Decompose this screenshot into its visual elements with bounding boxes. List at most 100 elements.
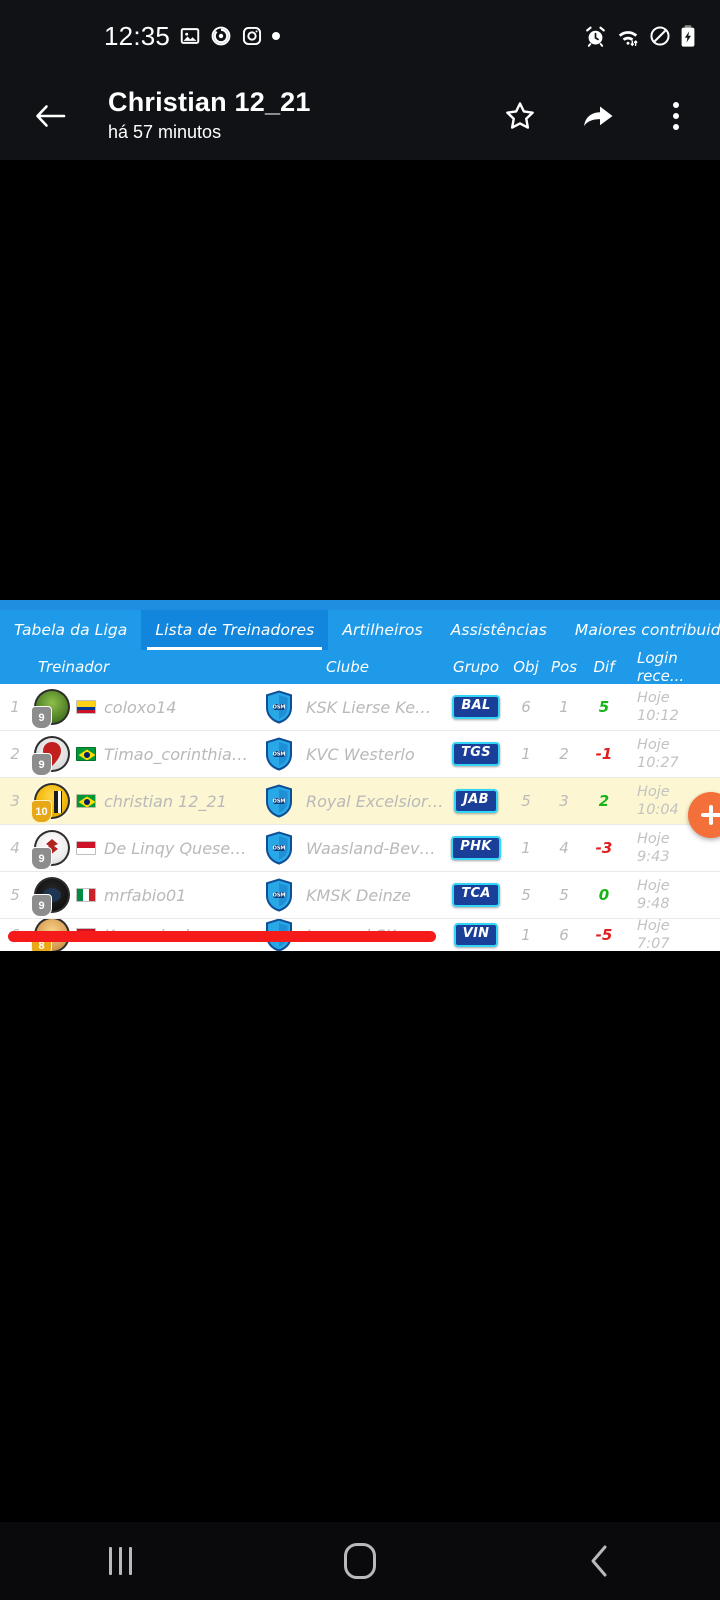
tab-lista-de-treinadores[interactable]: Lista de Treinadores <box>141 610 329 650</box>
page-title: Christian 12_21 <box>108 87 311 118</box>
flag-icon <box>76 841 96 855</box>
tab-maiores-contribuidores[interactable]: Maiores contribuidores <box>561 610 720 650</box>
app-bar-titles: Christian 12_21 há 57 minutos <box>108 87 311 144</box>
arrow-left-icon <box>36 105 66 127</box>
star-icon <box>506 102 534 129</box>
table-header: Treinador Clube Grupo Obj Pos Dif Login … <box>0 649 720 685</box>
app-bar: Christian 12_21 há 57 minutos <box>0 72 720 160</box>
image-icon <box>180 28 200 44</box>
row-rank: 3 <box>10 791 20 810</box>
star-button[interactable] <box>494 90 546 142</box>
pos-value: 4 <box>559 838 569 857</box>
image-viewer[interactable]: Tabela da Liga Lista de Treinadores Arti… <box>0 160 720 1480</box>
table-row[interactable]: 4 9 De Linqy Queselzyvi <box>0 825 720 872</box>
more-vertical-icon <box>673 102 679 130</box>
dif-value: -5 <box>595 925 613 944</box>
team-emblem-icon: 9 <box>31 830 70 870</box>
group-badge: VIN <box>453 923 499 947</box>
table-row[interactable]: 3 10 christia <box>0 778 720 838</box>
column-header-pos[interactable]: Pos <box>550 658 578 676</box>
login-day: Hoje <box>637 919 670 934</box>
flag-icon <box>76 700 96 714</box>
tab-label: Maiores contribuidores <box>574 621 720 639</box>
group-badge: TCA <box>452 883 500 907</box>
column-header-group[interactable]: Grupo <box>453 658 499 676</box>
obj-value: 1 <box>521 925 531 944</box>
row-rank: 1 <box>10 697 20 716</box>
more-options-button[interactable] <box>650 90 702 142</box>
table-row[interactable]: 1 9 coloxo14 <box>0 684 720 731</box>
dif-value: -3 <box>595 838 613 857</box>
login-day: Hoje <box>637 783 670 800</box>
home-button[interactable] <box>300 1522 420 1600</box>
svg-text:OSM: OSM <box>273 799 286 805</box>
coach-name: De Linqy Queselzyvi <box>104 838 250 858</box>
tab-label: Artilheiros <box>342 621 423 639</box>
coach-name: christian 12_21 <box>104 791 227 811</box>
column-header-coach[interactable]: Treinador <box>38 658 110 676</box>
table-row[interactable]: 6 8 Kanaralank <box>0 919 720 951</box>
tab-artilheiros[interactable]: Artilheiros <box>328 610 436 650</box>
row-rank: 5 <box>10 885 20 904</box>
group-badge: BAL <box>452 695 500 719</box>
team-emblem-icon: 10 <box>31 783 70 823</box>
instagram-icon <box>243 26 262 46</box>
dif-value: -1 <box>595 744 613 763</box>
table-row[interactable]: 5 9 mrfabio01 <box>0 872 720 919</box>
tab-tabela-da-liga[interactable]: Tabela da Liga <box>0 610 141 650</box>
column-header-obj[interactable]: Obj <box>513 658 539 676</box>
login-time: 10:04 <box>637 802 679 818</box>
flag-icon <box>76 888 96 902</box>
login-time: 9:48 <box>637 896 670 912</box>
coach-name: Timao_corinthians <box>104 744 250 764</box>
pos-value: 5 <box>559 885 569 904</box>
battery-charging-icon <box>681 25 695 47</box>
flag-icon <box>76 747 96 761</box>
dif-value: 5 <box>598 697 610 716</box>
status-bar-left: 12:35 <box>104 20 281 52</box>
status-bar-clock: 12:35 <box>104 20 171 51</box>
home-icon <box>344 1543 376 1579</box>
table-row[interactable]: 2 9 Timao_cor <box>0 731 720 778</box>
club-name: Royal Excelsior Virton <box>306 791 445 811</box>
svg-text:OSM: OSM <box>273 705 286 711</box>
login-day: Hoje <box>637 736 670 753</box>
add-button[interactable] <box>688 792 720 838</box>
share-button[interactable] <box>572 90 624 142</box>
recents-icon <box>108 1547 132 1575</box>
login-day: Hoje <box>637 830 670 847</box>
column-header-club[interactable]: Clube <box>326 658 369 676</box>
club-shield-icon: OSM <box>264 783 294 819</box>
status-bar-right <box>584 24 696 48</box>
tab-label: Assistências <box>450 621 547 639</box>
svg-text:OSM: OSM <box>273 893 286 899</box>
share-icon <box>584 106 613 126</box>
flag-icon <box>76 794 96 808</box>
team-level-badge: 9 <box>31 706 52 729</box>
club-name: KMSK Deinze <box>306 885 412 905</box>
recents-button[interactable] <box>60 1522 180 1600</box>
tab-assistencias[interactable]: Assistências <box>437 610 561 650</box>
svg-text:OSM: OSM <box>273 846 286 852</box>
wifi-icon <box>618 30 638 46</box>
login-time: 10:12 <box>637 708 679 724</box>
back-nav-button[interactable] <box>540 1522 660 1600</box>
group-badge: JAB <box>454 789 498 813</box>
club-shield-icon: OSM <box>264 736 294 772</box>
obj-value: 6 <box>521 697 531 716</box>
login-day: Hoje <box>637 689 670 706</box>
tab-bar[interactable]: Tabela da Liga Lista de Treinadores Arti… <box>0 610 720 650</box>
team-emblem-icon: 9 <box>31 877 70 917</box>
svg-text:OSM: OSM <box>273 752 286 758</box>
pos-value: 6 <box>559 925 569 944</box>
alarm-icon <box>586 26 605 47</box>
column-header-login[interactable]: Login rece... <box>637 649 685 685</box>
login-day: Hoje <box>637 877 670 894</box>
pos-value: 3 <box>559 791 569 810</box>
app-bar-actions <box>494 90 702 142</box>
coach-name: coloxo14 <box>104 697 177 717</box>
back-button[interactable] <box>22 88 78 144</box>
team-level-badge: 10 <box>31 800 52 823</box>
column-header-dif[interactable]: Dif <box>593 658 615 676</box>
login-time: 10:27 <box>637 755 679 771</box>
